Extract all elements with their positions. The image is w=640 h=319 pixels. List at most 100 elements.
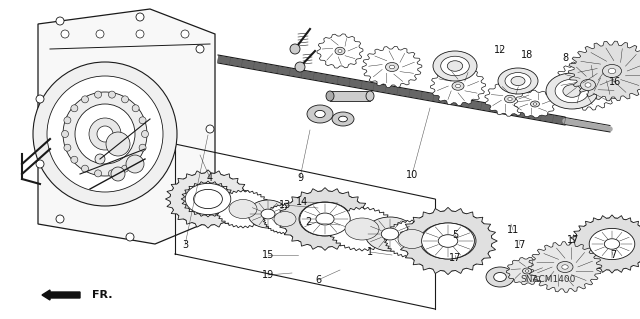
Ellipse shape	[420, 223, 476, 259]
Ellipse shape	[555, 79, 589, 103]
Circle shape	[132, 156, 139, 163]
Text: 7: 7	[610, 250, 616, 260]
Polygon shape	[399, 207, 497, 275]
Ellipse shape	[433, 51, 477, 81]
Ellipse shape	[389, 65, 395, 69]
Circle shape	[141, 130, 148, 137]
Polygon shape	[165, 170, 251, 228]
Text: 17: 17	[514, 240, 526, 250]
Circle shape	[290, 44, 300, 54]
Circle shape	[61, 130, 68, 137]
Circle shape	[71, 105, 78, 112]
Ellipse shape	[456, 84, 460, 88]
Polygon shape	[384, 220, 440, 258]
Circle shape	[33, 62, 177, 206]
Polygon shape	[215, 190, 271, 228]
Ellipse shape	[505, 72, 531, 89]
Ellipse shape	[533, 103, 537, 105]
Polygon shape	[362, 46, 422, 88]
Polygon shape	[278, 188, 372, 250]
Circle shape	[108, 91, 115, 98]
Polygon shape	[554, 60, 623, 110]
Polygon shape	[181, 181, 235, 217]
Text: 5: 5	[452, 230, 458, 240]
Text: FR.: FR.	[92, 290, 113, 300]
Circle shape	[36, 160, 44, 168]
Circle shape	[56, 17, 64, 25]
FancyArrow shape	[42, 290, 80, 300]
Ellipse shape	[170, 173, 246, 225]
Circle shape	[61, 30, 69, 38]
Ellipse shape	[498, 68, 538, 94]
Circle shape	[111, 167, 125, 181]
Ellipse shape	[508, 98, 512, 100]
Circle shape	[136, 30, 144, 38]
Circle shape	[122, 96, 129, 103]
Text: 9: 9	[297, 173, 303, 183]
Text: 10: 10	[406, 170, 418, 180]
Ellipse shape	[300, 202, 350, 236]
Ellipse shape	[339, 116, 348, 122]
Circle shape	[81, 96, 88, 103]
Text: 16: 16	[609, 77, 621, 87]
Circle shape	[206, 125, 214, 133]
Polygon shape	[515, 90, 556, 118]
Ellipse shape	[531, 101, 540, 107]
Ellipse shape	[504, 95, 515, 103]
Ellipse shape	[398, 229, 426, 249]
Text: 2: 2	[305, 217, 311, 227]
Text: 8: 8	[562, 53, 568, 63]
Polygon shape	[38, 9, 215, 244]
Circle shape	[56, 215, 64, 223]
Ellipse shape	[184, 183, 232, 215]
Ellipse shape	[193, 189, 223, 209]
Text: 13: 13	[279, 200, 291, 210]
Ellipse shape	[332, 112, 354, 126]
Ellipse shape	[307, 105, 333, 123]
Circle shape	[295, 62, 305, 72]
Ellipse shape	[326, 91, 334, 101]
Circle shape	[108, 170, 115, 177]
Ellipse shape	[438, 235, 458, 247]
Ellipse shape	[441, 56, 469, 76]
Text: 1: 1	[367, 247, 373, 257]
Circle shape	[95, 170, 102, 177]
Ellipse shape	[574, 218, 640, 270]
Polygon shape	[430, 66, 486, 106]
Circle shape	[136, 13, 144, 21]
Polygon shape	[570, 215, 640, 273]
Text: 18: 18	[521, 50, 533, 60]
Ellipse shape	[452, 82, 464, 90]
Text: SNACM1400: SNACM1400	[520, 276, 575, 285]
Ellipse shape	[589, 228, 635, 260]
Ellipse shape	[604, 239, 620, 249]
Ellipse shape	[385, 63, 399, 71]
Circle shape	[139, 144, 146, 151]
Polygon shape	[328, 207, 396, 251]
Ellipse shape	[422, 223, 474, 259]
Circle shape	[71, 156, 78, 163]
Text: 4: 4	[207, 173, 213, 183]
Circle shape	[81, 165, 88, 172]
Ellipse shape	[345, 218, 379, 240]
Ellipse shape	[365, 217, 415, 251]
Text: 14: 14	[296, 197, 308, 207]
Ellipse shape	[557, 262, 573, 272]
Ellipse shape	[248, 200, 288, 228]
Circle shape	[64, 117, 71, 124]
Text: 17: 17	[449, 253, 461, 263]
Ellipse shape	[338, 49, 342, 53]
Ellipse shape	[580, 79, 595, 91]
Circle shape	[47, 76, 163, 192]
Polygon shape	[506, 257, 548, 285]
Circle shape	[75, 104, 135, 164]
Ellipse shape	[261, 209, 275, 219]
Ellipse shape	[546, 73, 598, 109]
Ellipse shape	[447, 61, 463, 71]
Circle shape	[95, 91, 102, 98]
Ellipse shape	[585, 83, 591, 87]
Circle shape	[196, 45, 204, 53]
Circle shape	[89, 118, 121, 150]
Ellipse shape	[381, 228, 399, 240]
Ellipse shape	[315, 110, 325, 118]
